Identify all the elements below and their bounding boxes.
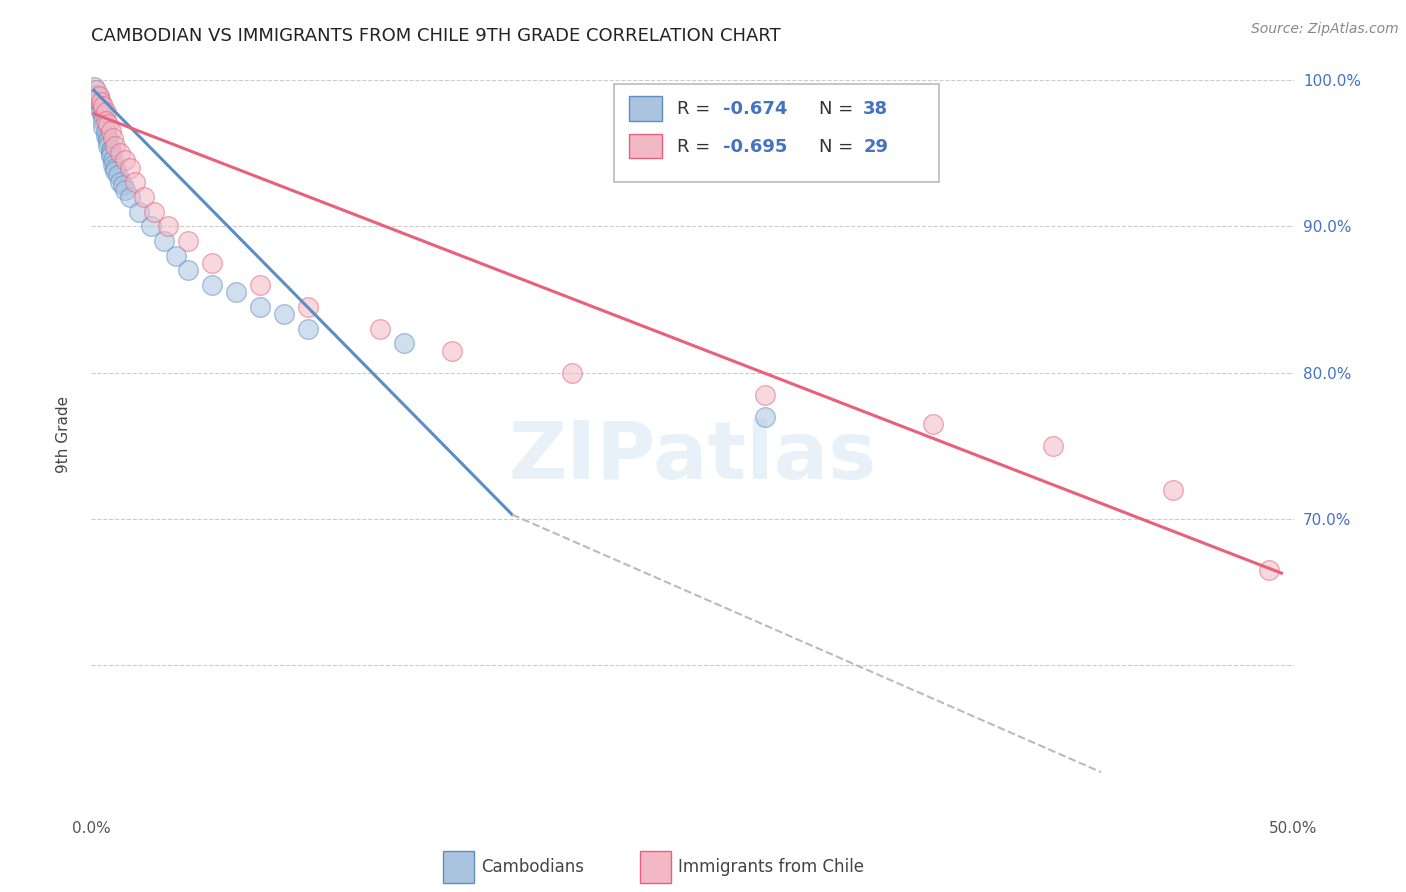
Point [90,99,112,113]
Point [90,105,112,120]
Point [90,95,112,109]
Point [100,143,122,157]
Text: Source: ZipAtlas.com: Source: ZipAtlas.com [1251,22,1399,37]
Point [94,128,117,143]
Point [94,114,117,128]
Point [101,158,124,172]
Text: ZIPatlas: ZIPatlas [509,418,876,497]
Point [1042,439,1064,453]
Point [93,120,115,134]
Point [561,366,583,380]
Point [104,138,127,153]
Point [101,153,124,168]
Text: -0.695: -0.695 [723,138,787,156]
Point [93,108,115,122]
Point [83,80,105,95]
Point [297,322,319,336]
Point [110,175,132,189]
Point [128,204,150,219]
Point [104,161,127,175]
Point [97,131,120,145]
Point [97,117,120,131]
Point [84,87,107,102]
Point [114,183,136,197]
Point [87,90,110,104]
Point [97,138,120,153]
Point [94,124,117,138]
Point [97,135,120,149]
Bar [628,134,662,158]
Text: R =: R = [676,100,716,119]
Point [100,149,122,163]
Text: Immigrants from Chile: Immigrants from Chile [678,858,863,876]
Point [118,161,141,175]
Text: N =: N = [818,100,859,119]
Point [94,105,117,120]
Point [93,114,115,128]
Point [754,387,776,401]
Point [297,300,319,314]
Text: -0.674: -0.674 [723,100,787,119]
Point [225,285,247,300]
Point [176,263,198,277]
Point [100,146,122,161]
Y-axis label: 9th Grade: 9th Grade [56,396,70,474]
Point [111,178,134,193]
Point [110,146,132,161]
Point [368,322,391,336]
Text: N =: N = [818,138,859,156]
Point [142,204,165,219]
Text: R =: R = [676,138,716,156]
Point [1161,483,1184,497]
Point [176,234,198,248]
Point [93,99,115,113]
Point [249,300,271,314]
Point [201,256,224,270]
Point [201,277,224,292]
Text: Cambodians: Cambodians [481,858,583,876]
Point [114,153,136,168]
Point [152,234,174,248]
Point [101,131,124,145]
Text: 29: 29 [863,138,889,156]
Point [87,89,110,103]
Point [273,307,295,321]
Point [440,343,463,358]
Text: 38: 38 [863,100,889,119]
Point [249,277,271,292]
Bar [628,96,662,120]
Point [165,249,187,263]
Point [87,95,110,109]
Text: CAMBODIAN VS IMMIGRANTS FROM CHILE 9TH GRADE CORRELATION CHART: CAMBODIAN VS IMMIGRANTS FROM CHILE 9TH G… [91,28,782,45]
Point [107,168,129,182]
Point [141,219,163,234]
Point [104,163,127,178]
Point [922,417,945,431]
Point [392,336,415,351]
Point [84,83,107,97]
Point [754,409,776,424]
Point [118,190,141,204]
Point [1258,563,1281,577]
Point [134,190,156,204]
FancyBboxPatch shape [614,85,939,182]
Point [124,175,146,189]
Point [157,219,180,234]
Point [100,124,122,138]
